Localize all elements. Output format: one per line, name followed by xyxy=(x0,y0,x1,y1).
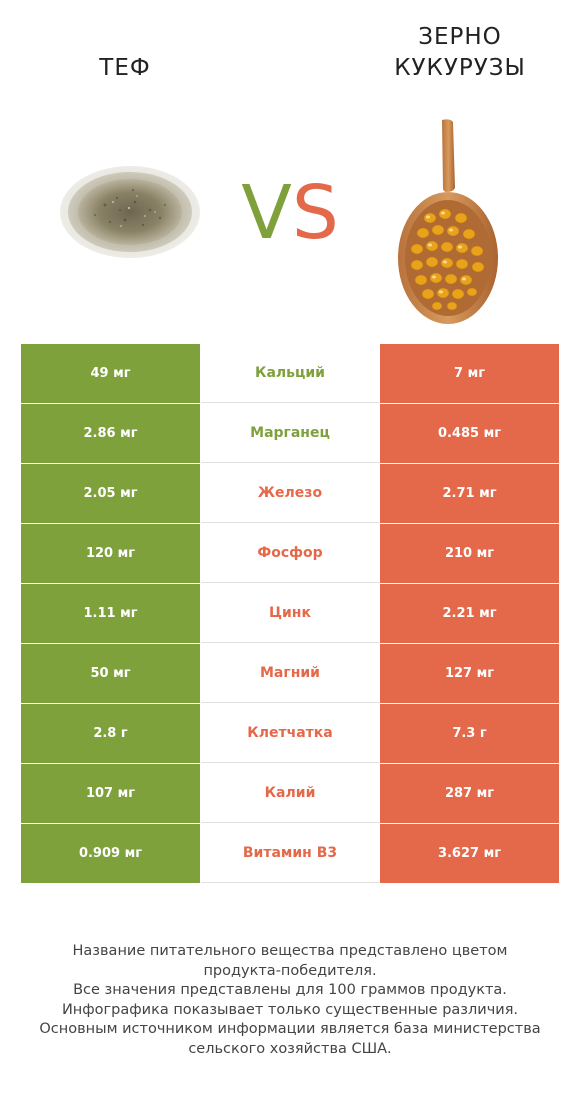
table-row: 120 мг Фосфор 210 мг xyxy=(21,524,559,583)
corn-value-cell: 0.485 мг xyxy=(380,404,559,463)
footer-line: сельского хозяйства США. xyxy=(188,1040,392,1057)
corn-value-cell: 2.71 мг xyxy=(380,464,559,523)
nutrient-name-cell: Железо xyxy=(201,464,379,523)
table-row: 2.05 мг Железо 2.71 мг xyxy=(21,464,559,523)
nutrient-name-cell: Магний xyxy=(201,644,379,703)
corn-spoon-image xyxy=(398,119,498,324)
teff-grain-pile-image xyxy=(60,166,200,258)
corn-value-cell: 3.627 мг xyxy=(380,824,559,883)
left-food-title: ТЕФ xyxy=(20,53,230,84)
corn-value-cell: 2.21 мг xyxy=(380,584,559,643)
corn-value-cell: 127 мг xyxy=(380,644,559,703)
footer-line: Все значения представлены для 100 граммо… xyxy=(73,982,507,998)
versus-v: V xyxy=(241,170,292,256)
right-food-title: ЗЕРНО КУКУРУЗЫ xyxy=(360,22,560,84)
teff-value-cell: 1.11 мг xyxy=(21,584,200,643)
table-row: 50 мг Магний 127 мг xyxy=(21,644,559,703)
nutrient-name-cell: Витамин B3 xyxy=(201,824,379,883)
teff-value-cell: 107 мг xyxy=(21,764,200,823)
nutrient-name-cell: Марганец xyxy=(201,404,379,463)
nutrient-comparison-table: 49 мг Кальций 7 мг 2.86 мг Марганец 0.485 мг 2… xyxy=(21,344,559,884)
versus-s: S xyxy=(291,170,339,256)
nutrient-name-cell: Кальций xyxy=(201,344,379,403)
teff-value-cell: 2.86 мг xyxy=(21,404,200,463)
corn-value-cell: 7 мг xyxy=(380,344,559,403)
footer-line: продукта-победителя. xyxy=(203,962,377,979)
table-row: 107 мг Калий 287 мг xyxy=(21,764,559,823)
teff-value-cell: 49 мг xyxy=(21,344,200,403)
left-food-title-text: ТЕФ xyxy=(99,55,151,81)
nutrient-name-cell: Цинк xyxy=(201,584,379,643)
footer-line: Название питательного вещества представл… xyxy=(72,943,508,959)
right-food-title-line2: КУКУРУЗЫ xyxy=(394,55,526,81)
versus-label: VS xyxy=(222,168,358,258)
teff-value-cell: 120 мг xyxy=(21,524,200,583)
footer-notes: Название питательного вещества представл… xyxy=(20,942,560,1059)
corn-value-cell: 210 мг xyxy=(380,524,559,583)
right-food-title-line1: ЗЕРНО xyxy=(418,24,502,50)
footer-line: Основным источником информации является … xyxy=(39,1021,541,1037)
corn-value-cell: 7.3 г xyxy=(380,704,559,763)
table-row: 2.86 мг Марганец 0.485 мг xyxy=(21,404,559,463)
teff-value-cell: 2.05 мг xyxy=(21,464,200,523)
nutrient-name-cell: Калий xyxy=(201,764,379,823)
teff-value-cell: 50 мг xyxy=(21,644,200,703)
table-row: 49 мг Кальций 7 мг xyxy=(21,344,559,403)
nutrient-name-cell: Клетчатка xyxy=(201,704,379,763)
nutrient-name-cell: Фосфор xyxy=(201,524,379,583)
teff-value-cell: 0.909 мг xyxy=(21,824,200,883)
footer-line: Инфографика показывает только существенн… xyxy=(61,1001,519,1018)
table-row: 1.11 мг Цинк 2.21 мг xyxy=(21,584,559,643)
teff-value-cell: 2.8 г xyxy=(21,704,200,763)
table-row: 2.8 г Клетчатка 7.3 г xyxy=(21,704,559,763)
corn-value-cell: 287 мг xyxy=(380,764,559,823)
table-row: 0.909 мг Витамин B3 3.627 мг xyxy=(21,824,559,883)
